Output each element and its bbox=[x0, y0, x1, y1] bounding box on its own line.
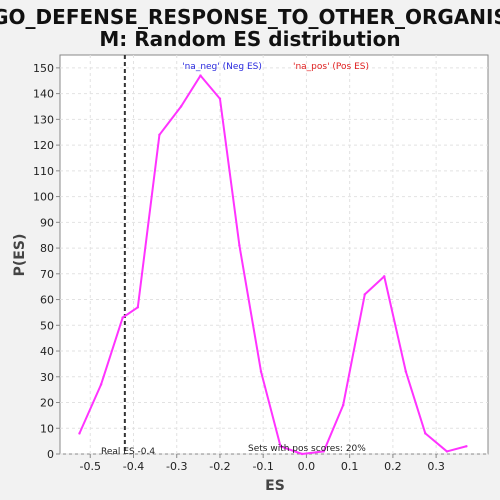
data-point bbox=[465, 445, 468, 448]
series-line-segment bbox=[383, 275, 407, 373]
series-line-segment bbox=[218, 97, 241, 247]
x-tick-label: 0.0 bbox=[298, 460, 316, 473]
grid-lines bbox=[60, 55, 488, 455]
x-tick-label: -0.5 bbox=[80, 460, 101, 473]
data-point bbox=[259, 370, 263, 373]
series-line-segment bbox=[158, 105, 183, 136]
series-line-segment bbox=[424, 432, 448, 453]
data-point bbox=[322, 450, 325, 453]
data-point bbox=[238, 244, 241, 247]
y-tick-label: 70 bbox=[40, 268, 54, 281]
data-point bbox=[404, 370, 408, 373]
data-point bbox=[341, 403, 345, 407]
series-line-segment bbox=[199, 74, 221, 100]
series-line-segment bbox=[279, 445, 304, 455]
data-point bbox=[136, 306, 140, 309]
data-point bbox=[158, 133, 161, 136]
pos-scores-annotation: Sets with pos scores: 20% bbox=[248, 444, 366, 454]
legend-neg-es: 'na_neg' (Neg ES) bbox=[182, 62, 262, 72]
x-tick-label: -0.1 bbox=[252, 460, 273, 473]
y-tick-label: 100 bbox=[33, 191, 54, 204]
chart-title-line-2: M: Random ES distribution bbox=[99, 27, 400, 51]
x-tick-label: 0.2 bbox=[384, 460, 402, 473]
plot-area bbox=[59, 54, 489, 455]
data-point bbox=[199, 74, 202, 77]
y-tick-label: 30 bbox=[40, 371, 54, 384]
series-line-segment bbox=[322, 404, 345, 453]
y-tick-label: 140 bbox=[33, 88, 54, 101]
y-tick-label: 90 bbox=[40, 216, 54, 229]
chart-title-line-1: GO_DEFENSE_RESPONSE_TO_OTHER_ORGANIS bbox=[0, 5, 500, 29]
series-line-segment bbox=[260, 370, 282, 448]
y-tick-label: 130 bbox=[33, 113, 54, 126]
y-tick-label: 80 bbox=[40, 242, 54, 255]
data-point bbox=[121, 316, 124, 319]
real-es-label: Real ES -0.4 bbox=[101, 447, 155, 457]
y-tick-label: 40 bbox=[40, 345, 54, 358]
series-line-segment bbox=[180, 74, 202, 108]
data-point bbox=[279, 445, 282, 448]
y-tick-label: 60 bbox=[40, 294, 54, 307]
series-line-segment bbox=[445, 445, 468, 453]
series-line-segment bbox=[404, 370, 427, 435]
data-point bbox=[300, 452, 304, 456]
y-axis-label: P(ES) bbox=[12, 234, 28, 277]
y-tick-label: 0 bbox=[47, 448, 54, 461]
legend-pos-es: 'na_pos' (Pos ES) bbox=[293, 62, 369, 72]
series-line-segment bbox=[100, 316, 124, 386]
y-tick-label: 50 bbox=[40, 319, 54, 332]
data-point bbox=[363, 293, 366, 296]
axis-ticks: 0 10 20 30 40 50 60 70 80 90 100 110 120 130 140 150 -0.… bbox=[33, 62, 445, 473]
series-line-segment bbox=[78, 383, 103, 435]
x-tick-label: 0.1 bbox=[341, 460, 359, 473]
data-point bbox=[99, 383, 103, 386]
series-line-segment bbox=[342, 293, 366, 407]
data-marks bbox=[78, 55, 468, 456]
x-tick-label: -0.3 bbox=[166, 460, 187, 473]
series-line-segment bbox=[363, 275, 386, 296]
data-point bbox=[179, 105, 183, 108]
series-line-segment bbox=[301, 450, 325, 455]
x-tick-label: 0.3 bbox=[427, 460, 445, 473]
data-point bbox=[218, 97, 222, 100]
data-point bbox=[383, 275, 386, 278]
y-tick-label: 10 bbox=[40, 422, 54, 435]
y-tick-label: 120 bbox=[33, 139, 54, 152]
data-point bbox=[78, 432, 81, 435]
series-line-segment bbox=[121, 306, 139, 319]
data-point bbox=[445, 450, 449, 453]
y-tick-label: 110 bbox=[33, 165, 54, 178]
x-axis-label: ES bbox=[265, 478, 285, 494]
x-tick-label: -0.4 bbox=[123, 460, 144, 473]
y-tick-label: 20 bbox=[40, 397, 54, 410]
y-tick-label: 150 bbox=[33, 62, 54, 75]
series-line-segment bbox=[238, 244, 263, 373]
data-point bbox=[424, 432, 427, 435]
series-line-segment bbox=[136, 133, 161, 309]
x-tick-label: -0.2 bbox=[209, 460, 230, 473]
